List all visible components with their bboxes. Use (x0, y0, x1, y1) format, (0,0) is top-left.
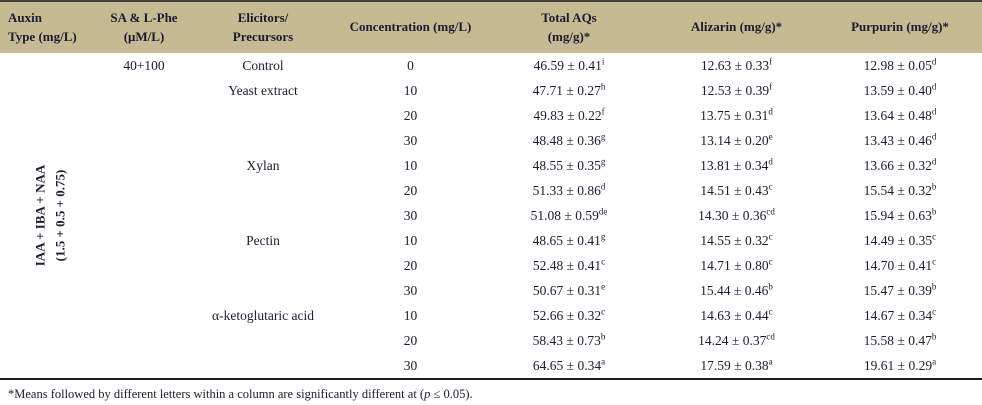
header-concentration: Concentration (mg/L) (349, 19, 472, 35)
table-row: 30 64.65 ± 0.34a 17.59 ± 0.38a 19.61 ± 0.29… (0, 353, 982, 378)
table-row: 20 58.43 ± 0.73b 14.24 ± 0.37cd 15.58 ± 0.4… (0, 328, 982, 353)
alizarin-cell: 14.63 ± 0.44c (700, 306, 773, 323)
concentration-cell: 20 (403, 182, 418, 198)
concentration-cell: 30 (403, 357, 418, 373)
purpurin-cell: 13.64 ± 0.48d (863, 106, 937, 123)
purpurin-cell: 15.54 ± 0.32b (863, 181, 937, 198)
table-row: 30 50.67 ± 0.31e 15.44 ± 0.46b 15.47 ± 0.39… (0, 278, 982, 303)
table-body-rows: 40+100 Control 0 46.59 ± 0.41i 12.63 ± 0.33f… (0, 53, 982, 378)
total-aqs-cell: 52.48 ± 0.41c (532, 256, 606, 273)
alizarin-cell: 14.55 ± 0.32c (700, 231, 773, 248)
total-aqs-cell: 50.67 ± 0.31e (532, 281, 606, 298)
alizarin-cell: 14.30 ± 0.36cd (698, 206, 775, 223)
purpurin-cell: 15.94 ± 0.63b (863, 206, 937, 223)
table-row: 20 52.48 ± 0.41c 14.71 ± 0.80c 14.70 ± 0.41… (0, 253, 982, 278)
concentration-cell: 0 (407, 57, 414, 73)
elicitor-cell: Control (242, 57, 284, 73)
purpurin-cell: 14.67 ± 0.34c (863, 306, 937, 323)
purpurin-cell: 13.59 ± 0.40d (863, 81, 937, 98)
alizarin-cell: 14.24 ± 0.37cd (698, 331, 775, 348)
purpurin-cell: 13.66 ± 0.32d (863, 156, 937, 173)
total-aqs-cell: 46.59 ± 0.41i (533, 56, 605, 73)
header-total-aqs: Total AQs (mg/g)* (541, 9, 597, 44)
table-row: 30 51.08 ± 0.59de 14.30 ± 0.36cd 15.94 ± 0.… (0, 203, 982, 228)
concentration-cell: 30 (403, 282, 418, 298)
concentration-cell: 20 (403, 107, 418, 123)
total-aqs-cell: 52.66 ± 0.32c (532, 306, 606, 323)
table-header-row: Auxin Type (mg/L) SA & L-Phe (μM/L) Elic… (0, 0, 982, 53)
total-aqs-cell: 48.55 ± 0.35g (532, 156, 606, 173)
header-purpurin: Purpurin (mg/g)* (851, 19, 949, 35)
concentration-cell: 10 (403, 232, 418, 248)
purpurin-cell: 15.58 ± 0.47b (863, 331, 937, 348)
concentration-cell: 30 (403, 207, 418, 223)
total-aqs-cell: 49.83 ± 0.22f (533, 106, 605, 123)
total-aqs-cell: 47.71 ± 0.27h (532, 81, 606, 98)
table-row: 20 49.83 ± 0.22f 13.75 ± 0.31d 13.64 ± 0.48… (0, 103, 982, 128)
header-auxin-type: Auxin Type (mg/L) (8, 9, 77, 44)
elicitor-cell: α-ketoglutaric acid (212, 307, 314, 323)
purpurin-cell: 12.98 ± 0.05d (863, 56, 937, 73)
purpurin-cell: 14.70 ± 0.41c (863, 256, 937, 273)
concentration-cell: 10 (403, 157, 418, 173)
bottom-rule (0, 378, 982, 380)
concentration-cell: 10 (403, 307, 418, 323)
purpurin-cell: 15.47 ± 0.39b (863, 281, 937, 298)
alizarin-cell: 15.44 ± 0.46b (700, 281, 773, 298)
header-sa-lphe: SA & L-Phe (μM/L) (110, 9, 178, 44)
total-aqs-cell: 51.33 ± 0.86d (532, 181, 606, 198)
alizarin-cell: 13.75 ± 0.31d (700, 106, 773, 123)
table-row: Xylan 10 48.55 ± 0.35g 13.81 ± 0.34d 13.66 ±… (0, 153, 982, 178)
table-row: 20 51.33 ± 0.86d 14.51 ± 0.43c 15.54 ± 0.32… (0, 178, 982, 203)
concentration-cell: 20 (403, 332, 418, 348)
table-row: α-ketoglutaric acid 10 52.66 ± 0.32c 14.63 … (0, 303, 982, 328)
elicitor-cell: Yeast extract (228, 82, 298, 98)
sa-lphe-cell: 40+100 (123, 57, 165, 73)
elicitor-cell: Xylan (246, 157, 280, 173)
purpurin-cell: 13.43 ± 0.46d (863, 131, 937, 148)
table-footnote: *Means followed by different letters wit… (8, 387, 473, 401)
total-aqs-cell: 64.65 ± 0.34a (532, 356, 606, 373)
purpurin-cell: 14.49 ± 0.35c (863, 231, 937, 248)
concentration-cell: 30 (403, 132, 418, 148)
elicitor-cell: Pectin (246, 232, 280, 248)
alizarin-cell: 17.59 ± 0.38a (700, 356, 773, 373)
total-aqs-cell: 48.65 ± 0.41g (532, 231, 606, 248)
concentration-cell: 10 (403, 82, 418, 98)
total-aqs-cell: 51.08 ± 0.59de (530, 206, 608, 223)
alizarin-cell: 14.51 ± 0.43c (700, 181, 773, 198)
header-alizarin: Alizarin (mg/g)* (690, 19, 783, 35)
table-body: IAA + IBA + NAA (1.5 + 0.5 + 0.75) 40+10… (0, 53, 982, 378)
total-aqs-cell: 48.48 ± 0.36g (532, 131, 606, 148)
table-row: 30 48.48 ± 0.36g 13.14 ± 0.20e 13.43 ± 0.46… (0, 128, 982, 153)
alizarin-cell: 13.14 ± 0.20e (700, 131, 773, 148)
table-row: 40+100 Control 0 46.59 ± 0.41i 12.63 ± 0.33f… (0, 53, 982, 78)
alizarin-cell: 14.71 ± 0.80c (700, 256, 773, 273)
alizarin-cell: 13.81 ± 0.34d (700, 156, 773, 173)
concentration-cell: 20 (403, 257, 418, 273)
alizarin-cell: 12.53 ± 0.39f (700, 81, 773, 98)
table-row: Pectin 10 48.65 ± 0.41g 14.55 ± 0.32c 14.49 … (0, 228, 982, 253)
header-elicitors: Elicitors/ Precursors (232, 9, 294, 44)
total-aqs-cell: 58.43 ± 0.73b (532, 331, 606, 348)
purpurin-cell: 19.61 ± 0.29a (863, 356, 937, 373)
alizarin-cell: 12.63 ± 0.33f (700, 56, 773, 73)
table-row: Yeast extract 10 47.71 ± 0.27h 12.53 ± 0.39… (0, 78, 982, 103)
